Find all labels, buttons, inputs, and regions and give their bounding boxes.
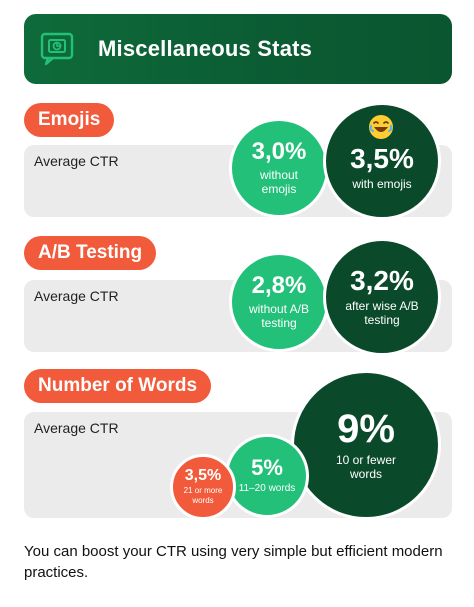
- laughing-emoji-icon: [369, 115, 393, 139]
- words-small-value: 3,5%: [184, 467, 222, 485]
- ab-after-value: 3,2%: [350, 264, 414, 296]
- words-big-label: 10 or fewer words: [335, 452, 397, 481]
- ab-without-value: 2,8%: [251, 271, 307, 299]
- emojis-with-label: with emojis: [352, 176, 412, 191]
- emojis-with-value: 3,5%: [350, 142, 414, 174]
- words-mid-circle: 5% 11–20 words: [225, 434, 309, 518]
- emojis-without-value: 3,0%: [251, 137, 307, 165]
- words-big-value: 9%: [337, 406, 395, 451]
- emojis-without-label: without emojis: [259, 167, 299, 196]
- ab-without-label: without A/B testing: [248, 301, 310, 330]
- page-title: Miscellaneous Stats: [98, 36, 313, 61]
- emojis-pill: Emojis: [24, 103, 115, 137]
- number-of-words-pill: Number of Words: [24, 369, 212, 403]
- emojis-average-ctr-label: Average CTR: [34, 153, 119, 169]
- ab-average-ctr-label: Average CTR: [34, 288, 119, 304]
- words-mid-label: 11–20 words: [238, 483, 296, 494]
- words-big-circle: 9% 10 or fewer words: [291, 370, 441, 520]
- words-small-circle: 3,5% 21 or more words: [170, 454, 236, 520]
- ab-after-label: after wise A/B testing: [345, 298, 419, 327]
- words-average-ctr-label: Average CTR: [34, 420, 119, 436]
- ab-after-circle: 3,2% after wise A/B testing: [323, 238, 441, 356]
- ab-testing-pill: A/B Testing: [24, 236, 157, 270]
- words-mid-value: 5%: [251, 455, 283, 480]
- ab-without-circle: 2,8% without A/B testing: [229, 252, 329, 352]
- words-small-label: 21 or more words: [183, 486, 223, 505]
- header-banner: Miscellaneous Stats: [24, 14, 452, 84]
- monitor-chart-icon: [40, 32, 74, 66]
- emojis-without-circle: 3,0% without emojis: [229, 118, 329, 218]
- footer-text: You can boost your CTR using very simple…: [24, 543, 443, 581]
